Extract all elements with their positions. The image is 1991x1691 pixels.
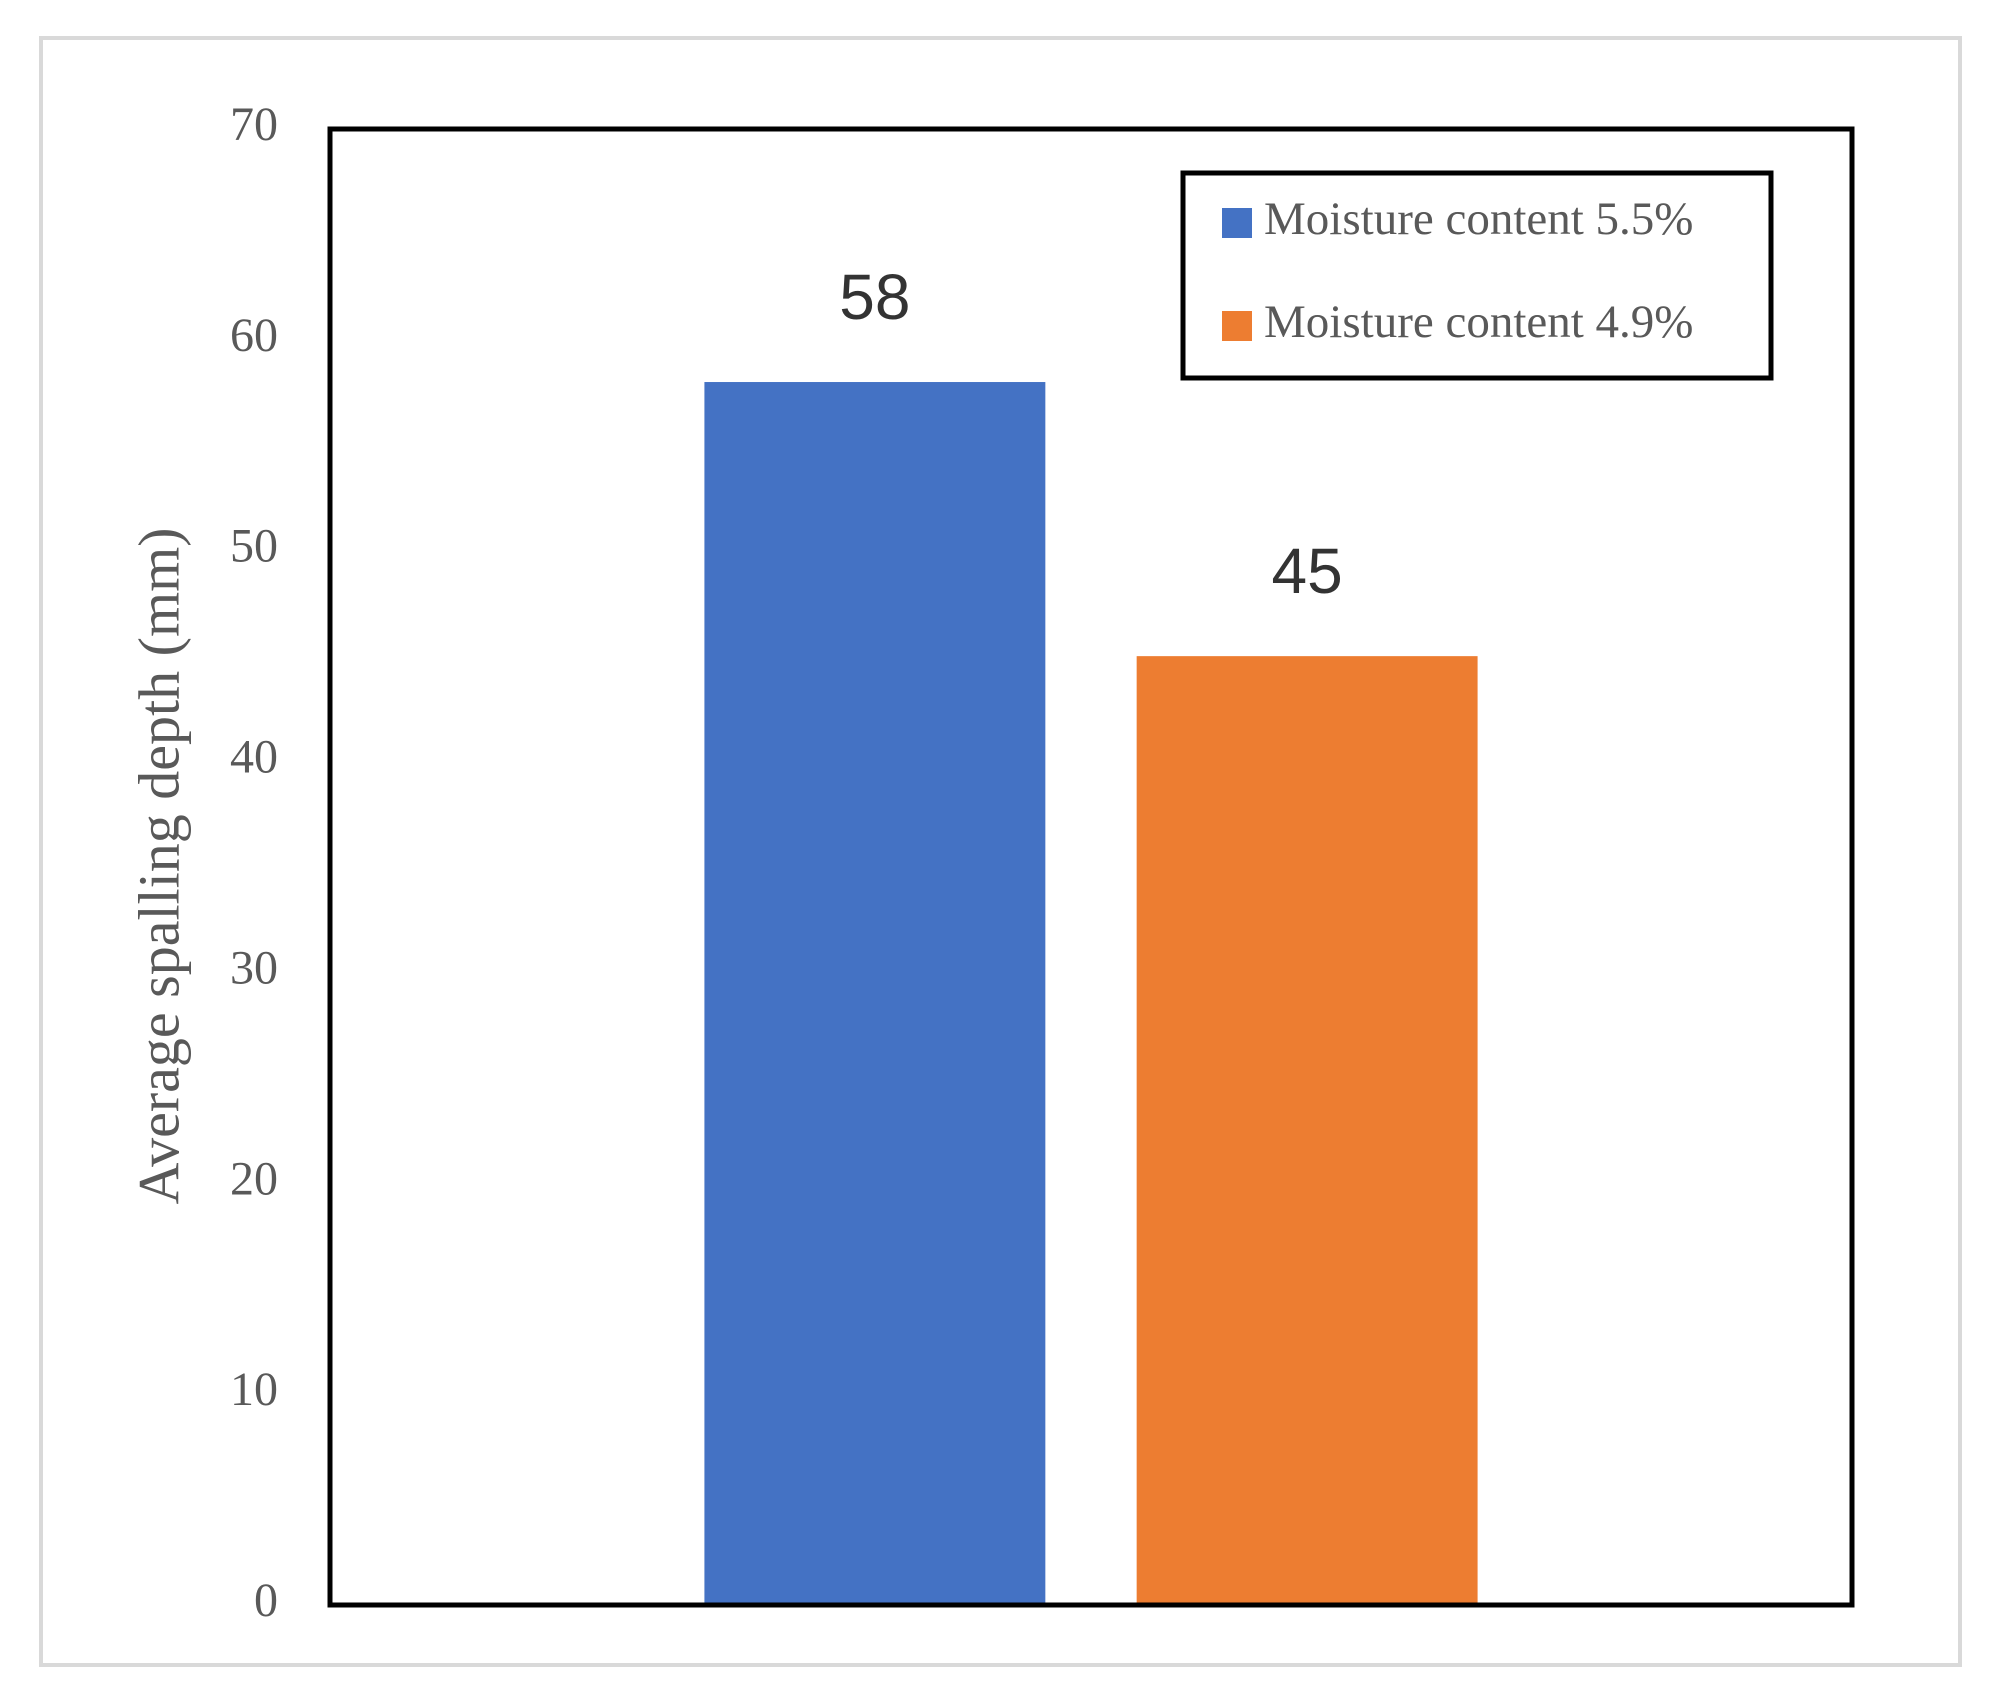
y-tick-label: 10 (230, 1363, 278, 1416)
y-tick-label: 60 (230, 309, 278, 362)
data-label: 45 (1272, 535, 1343, 607)
legend-swatch (1222, 208, 1252, 238)
y-tick-label: 20 (230, 1152, 278, 1205)
legend-label: Moisture content 4.9% (1264, 296, 1693, 348)
legend-box (1180, 170, 1774, 381)
bar (704, 382, 1046, 1605)
y-tick-label: 30 (230, 941, 278, 994)
legend-label: Moisture content 5.5% (1264, 193, 1693, 245)
legend-swatch (1222, 311, 1252, 341)
y-tick-label: 50 (230, 520, 278, 573)
y-axis-title: Average spalling depth (mm) (126, 528, 191, 1205)
y-tick-label: 0 (254, 1574, 278, 1627)
plot-frame (327, 126, 1855, 1608)
y-tick-label: 40 (230, 731, 278, 784)
y-tick-label: 70 (230, 98, 278, 151)
data-label: 58 (839, 261, 910, 333)
bar (1136, 656, 1478, 1605)
